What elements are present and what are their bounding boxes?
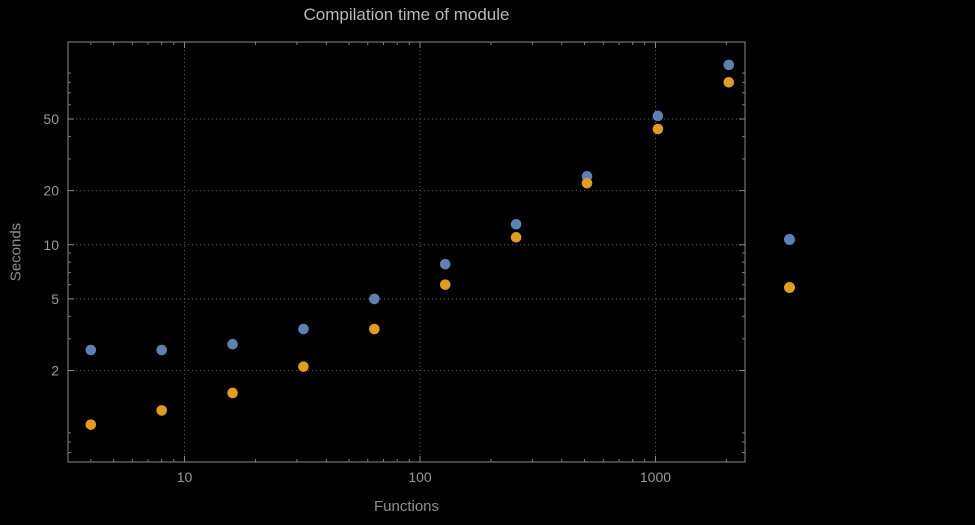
chart-title: Compilation time of module <box>303 5 510 24</box>
data-point-series-1-x64 <box>369 293 380 305</box>
data-point-series-2-x8 <box>156 405 168 416</box>
data-point-series-2-x1024 <box>652 123 664 135</box>
data-point-series-1-x128 <box>439 258 451 270</box>
data-point-series-1-x8 <box>156 344 168 356</box>
y-tick-label-2: 2 <box>51 362 59 378</box>
legend-swatch-series-2 <box>784 282 795 293</box>
data-point-series-2-x128 <box>439 279 451 290</box>
y-tick-label-5: 5 <box>51 291 59 307</box>
data-point-series-1-x4 <box>85 344 97 356</box>
plot-frame <box>67 41 746 463</box>
y-axis-label-text: Seconds <box>7 222 25 282</box>
x-tick-label-1000: 1000 <box>640 469 671 485</box>
data-point-series-1-x256 <box>510 218 522 230</box>
x-tick-label-10: 10 <box>177 469 193 485</box>
data-point-series-2-x4 <box>85 419 97 430</box>
legend-swatch-series-1 <box>784 234 795 245</box>
y-tick-label-10: 10 <box>43 237 59 253</box>
data-point-series-2-x256 <box>510 232 522 243</box>
y-tick-label-50: 50 <box>43 111 59 127</box>
y-tick-label-20: 20 <box>43 183 59 199</box>
data-point-series-1-x2048 <box>723 59 735 71</box>
data-point-series-1-x32 <box>298 323 309 335</box>
data-point-series-2-x64 <box>369 323 380 335</box>
data-point-series-2-x512 <box>581 177 593 189</box>
legend <box>784 234 795 293</box>
data-point-series-1-x16 <box>227 338 238 350</box>
x-tick-label-100: 100 <box>408 469 432 485</box>
data-point-series-2-x2048 <box>723 76 735 88</box>
data-point-series-1-x1024 <box>652 110 664 122</box>
x-axis-label: Functions <box>373 498 440 515</box>
data-point-series-2-x16 <box>227 387 238 399</box>
data-point-series-2-x32 <box>298 361 309 372</box>
